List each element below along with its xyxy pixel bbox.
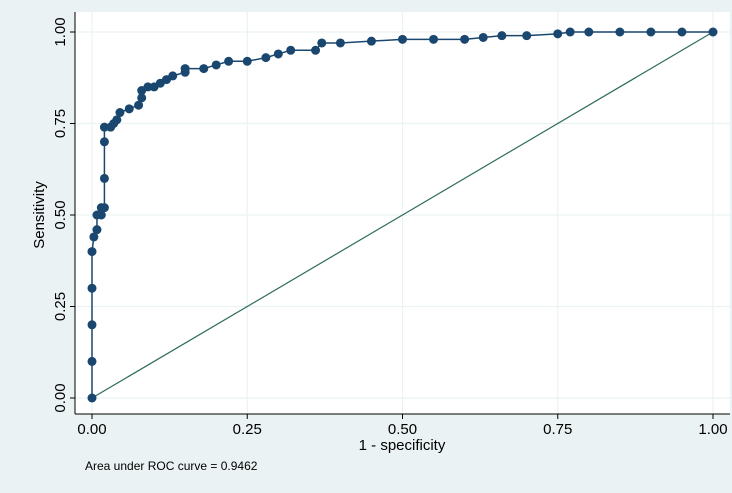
- roc-point: [92, 225, 102, 235]
- roc-point: [366, 36, 376, 46]
- roc-point: [677, 27, 687, 37]
- roc-point: [398, 34, 407, 44]
- y-axis-title: Sensitivity: [31, 181, 48, 249]
- roc-point: [87, 283, 97, 293]
- roc-point: [168, 71, 178, 81]
- roc-point: [311, 45, 321, 55]
- roc-point: [565, 27, 575, 37]
- roc-point: [96, 210, 106, 220]
- roc-point: [522, 31, 532, 41]
- roc-point: [615, 27, 625, 37]
- roc-point: [115, 108, 125, 118]
- roc-point: [143, 82, 153, 92]
- roc-point: [99, 203, 109, 213]
- x-tick-label: 0.50: [388, 421, 417, 438]
- roc-point: [112, 115, 122, 125]
- roc-point: [124, 104, 134, 114]
- roc-point: [99, 122, 109, 132]
- roc-point: [99, 173, 109, 183]
- roc-point: [87, 247, 97, 257]
- roc-point: [137, 93, 147, 103]
- roc-point: [224, 56, 234, 66]
- roc-point: [89, 232, 99, 242]
- roc-point: [460, 34, 470, 44]
- roc-point: [261, 53, 271, 63]
- y-tick-label: 0.75: [52, 109, 69, 138]
- x-axis-title: 1 - specificity: [359, 437, 446, 454]
- roc-point: [87, 320, 97, 330]
- roc-point: [211, 60, 221, 70]
- roc-point: [497, 31, 507, 41]
- x-tick-label: 0.00: [77, 421, 106, 438]
- roc-point: [553, 29, 563, 39]
- x-tick-label: 0.75: [543, 421, 572, 438]
- roc-point: [134, 100, 144, 110]
- roc-point: [335, 38, 345, 48]
- reference-line: [91, 31, 714, 399]
- roc-point: [708, 27, 718, 37]
- y-tick-label: 0.50: [52, 200, 69, 229]
- roc-point: [286, 45, 296, 55]
- roc-point: [273, 49, 283, 59]
- roc-point: [584, 27, 594, 37]
- x-tick-label: 0.25: [233, 421, 262, 438]
- roc-point: [242, 56, 252, 66]
- roc-point: [87, 393, 97, 403]
- roc-point: [99, 137, 109, 147]
- roc-point: [87, 356, 97, 366]
- roc-point: [180, 64, 190, 74]
- roc-point: [646, 27, 656, 37]
- y-tick-label: 0.00: [52, 383, 69, 412]
- roc-point: [199, 64, 209, 74]
- y-tick-label: 0.25: [52, 292, 69, 321]
- y-tick-label: 1.00: [52, 17, 69, 46]
- annotation: Area under ROC curve = 0.9462: [85, 459, 258, 473]
- roc-point: [429, 34, 439, 44]
- roc-point: [317, 38, 327, 48]
- roc-point: [478, 32, 488, 42]
- x-tick-label: 1.00: [698, 421, 727, 438]
